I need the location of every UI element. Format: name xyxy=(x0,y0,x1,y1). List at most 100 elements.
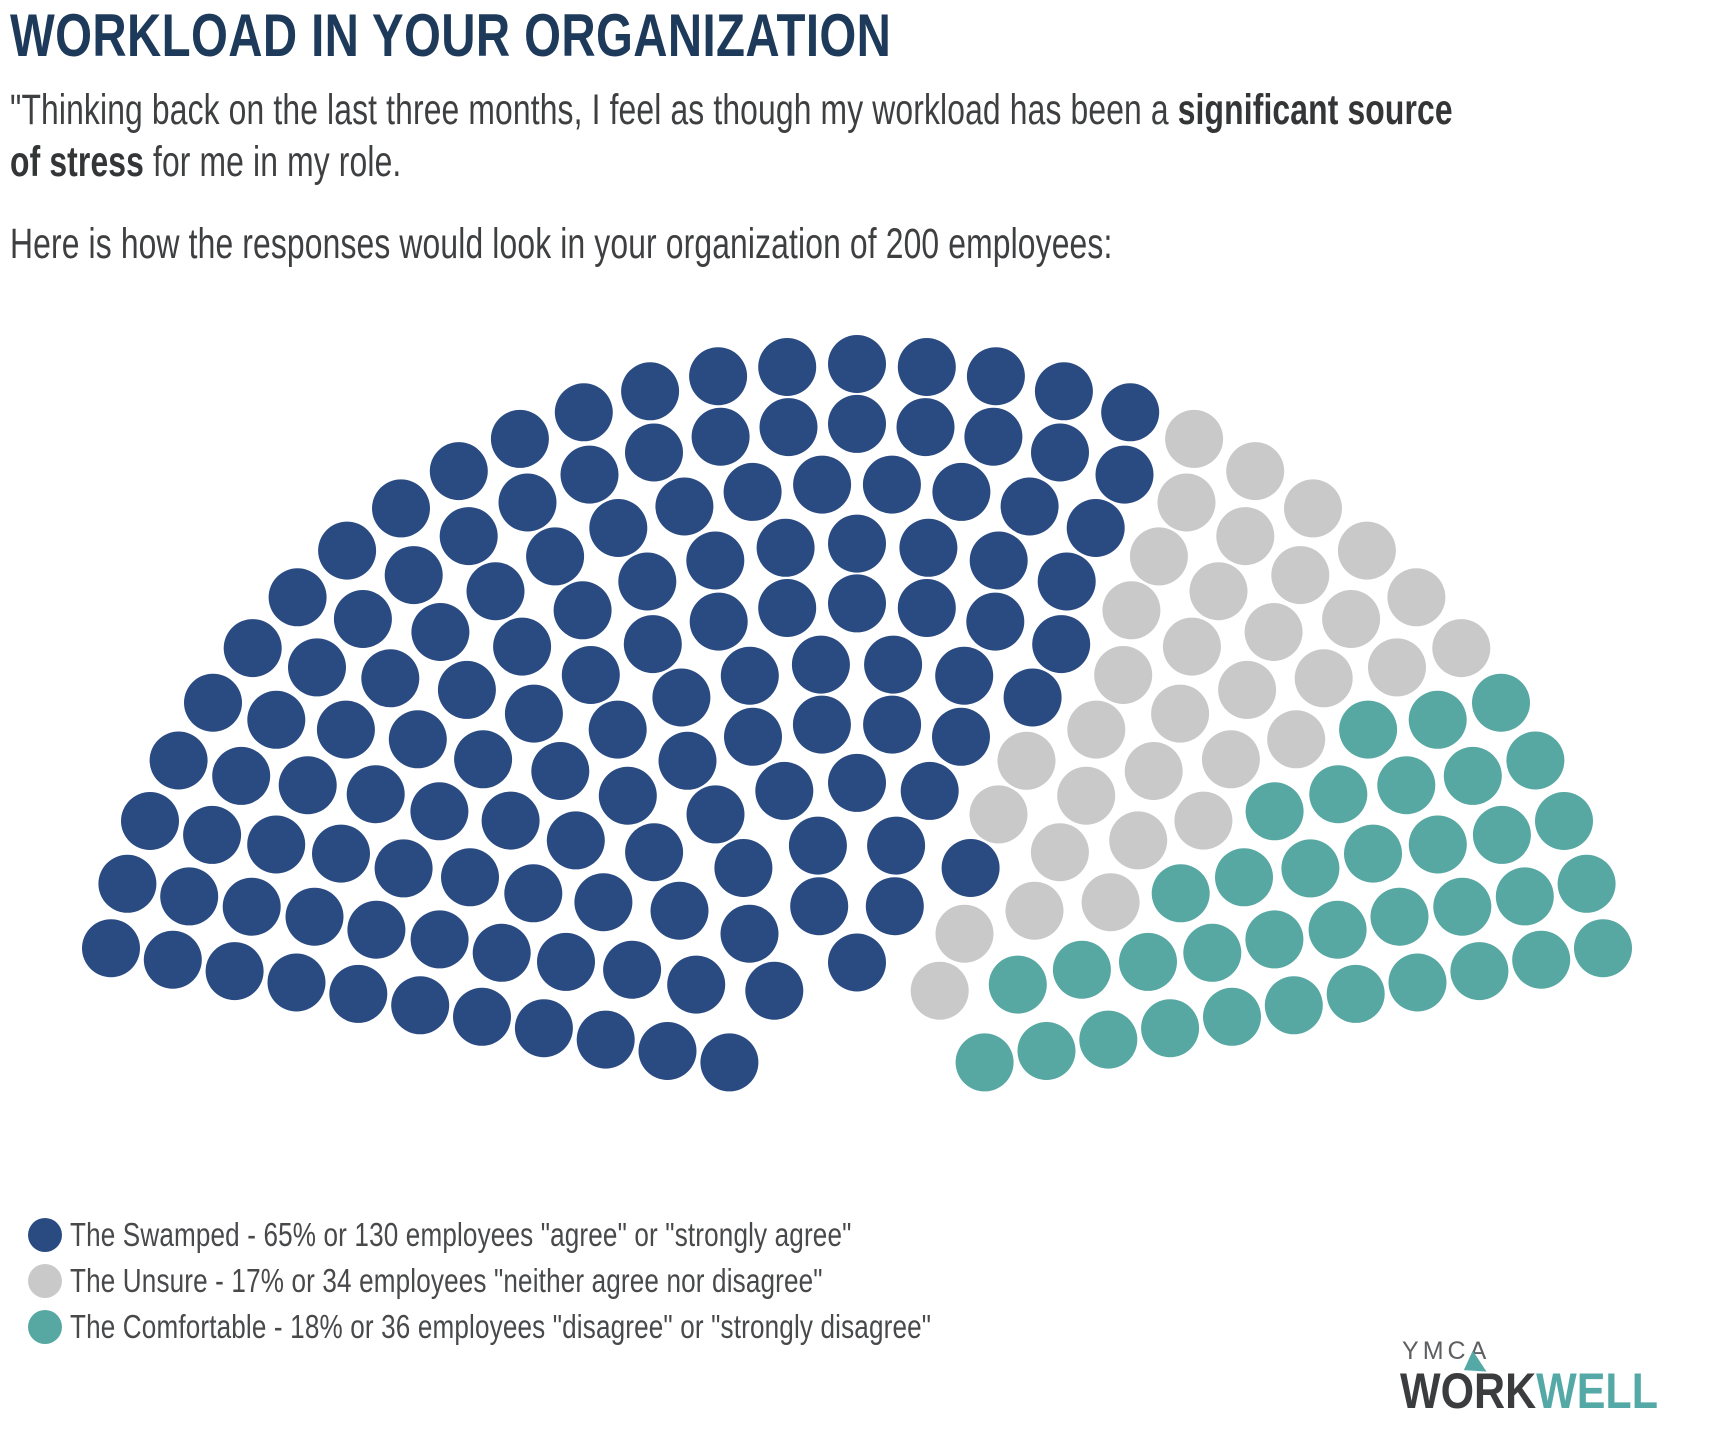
seat-dot xyxy=(212,746,271,805)
seat-dot xyxy=(361,649,420,708)
seat-dot xyxy=(374,839,433,898)
seat-dot xyxy=(1157,473,1216,532)
seat-dot xyxy=(372,479,430,538)
seat-dot xyxy=(745,961,804,1020)
seat-dot xyxy=(554,383,613,442)
logo-well-text: WELL xyxy=(1536,1363,1658,1419)
seat-dot xyxy=(1472,805,1531,864)
seat-dot xyxy=(966,347,1025,406)
seat-dot xyxy=(546,811,605,870)
seat-dot xyxy=(935,904,994,963)
seat-dot xyxy=(318,521,377,580)
parliament-chart xyxy=(82,335,1632,1092)
seat-dot xyxy=(689,347,748,406)
legend-item-swamped: The Swamped - 65% or 130 employees "agre… xyxy=(28,1212,1710,1258)
seat-dot xyxy=(910,961,969,1020)
seat-dot xyxy=(589,499,648,557)
seat-dot xyxy=(388,710,447,769)
seat-dot xyxy=(247,690,306,749)
seat-dot xyxy=(437,660,496,719)
seat-dot xyxy=(149,731,208,790)
seat-dot xyxy=(576,1010,635,1069)
seat-dot xyxy=(625,423,683,482)
seat-dot xyxy=(1095,445,1154,504)
seat-dot xyxy=(454,730,513,789)
seat-dot xyxy=(1387,568,1446,627)
quote-bold: significant source of stress xyxy=(10,86,1453,186)
header: WORKLOAD IN YOUR ORGANIZATION "Thinking … xyxy=(0,0,1710,270)
seat-dot xyxy=(1218,660,1277,719)
ymca-workwell-logo: YMCA WO RKWELL xyxy=(1358,1337,1658,1416)
seat-dot xyxy=(720,646,779,705)
seat-dot xyxy=(1506,731,1565,790)
seat-dot xyxy=(1368,638,1426,697)
seat-dot xyxy=(384,546,443,605)
seat-dot xyxy=(969,531,1028,590)
seat-dot xyxy=(143,930,202,989)
seat-dot xyxy=(1535,792,1593,850)
seat-dot xyxy=(1101,383,1160,442)
seat-dot xyxy=(638,1022,697,1080)
seat-dot xyxy=(346,765,405,824)
seat-dot xyxy=(828,933,886,992)
seat-dot xyxy=(504,684,563,743)
logo-wordmark: WO RKWELL xyxy=(1400,1350,1658,1419)
seat-dot xyxy=(205,942,264,1001)
seat-dot xyxy=(268,568,327,627)
seat-dot xyxy=(1109,811,1168,870)
seat-dot xyxy=(1433,877,1492,936)
seat-dot xyxy=(98,854,157,913)
seat-dot xyxy=(723,462,782,521)
seat-dot xyxy=(896,398,955,457)
seat-dot xyxy=(1244,603,1303,661)
seat-dot xyxy=(1215,848,1273,907)
seat-dot xyxy=(1309,765,1368,824)
seat-dot xyxy=(278,756,337,815)
seat-dot xyxy=(1557,854,1616,913)
seat-dot xyxy=(758,579,817,637)
seat-dot xyxy=(686,785,745,844)
seat-dot xyxy=(347,900,406,959)
seat-dot xyxy=(1339,700,1398,759)
seat-dot xyxy=(222,877,281,936)
seat-dot xyxy=(329,964,388,1023)
seat-dot xyxy=(655,477,714,536)
seat-dot xyxy=(1370,887,1429,946)
seat-dot xyxy=(1326,964,1385,1023)
seat-dot xyxy=(1495,867,1554,926)
seat-dot xyxy=(988,955,1047,1014)
seat-dot xyxy=(1003,668,1062,727)
legend-swatch-swamped-icon xyxy=(28,1218,62,1252)
seat-dot xyxy=(1267,710,1326,769)
seat-dot xyxy=(411,603,470,661)
seat-dot xyxy=(899,518,958,577)
seat-dot xyxy=(1443,746,1502,805)
seat-dot xyxy=(691,407,750,466)
seat-dot xyxy=(793,455,852,514)
seat-dot xyxy=(828,394,886,453)
seat-dot xyxy=(867,816,926,875)
seat-dot xyxy=(603,940,662,999)
seat-dot xyxy=(481,791,540,850)
seat-dot xyxy=(560,445,619,504)
seat-dot xyxy=(429,442,488,501)
seat-dot xyxy=(1165,409,1224,468)
seat-dot xyxy=(1344,824,1402,883)
seat-dot xyxy=(1284,479,1342,538)
seat-dot xyxy=(1031,423,1089,482)
seat-dot xyxy=(1201,730,1260,789)
seat-dot xyxy=(316,700,375,759)
seat-dot xyxy=(183,805,242,864)
seat-dot xyxy=(932,462,991,521)
seat-dot xyxy=(964,407,1023,466)
seat-dot xyxy=(1377,756,1436,815)
legend-item-unsure: The Unsure - 17% or 34 employees "neithe… xyxy=(28,1258,1710,1304)
seat-dot xyxy=(1162,617,1221,676)
seat-dot xyxy=(759,398,818,457)
chart-intro-text: Here is how the responses would look in … xyxy=(10,220,1113,268)
seat-dot xyxy=(788,816,847,875)
seat-dot xyxy=(1408,690,1467,749)
seat-dot xyxy=(864,635,923,694)
seat-dot xyxy=(790,877,849,936)
